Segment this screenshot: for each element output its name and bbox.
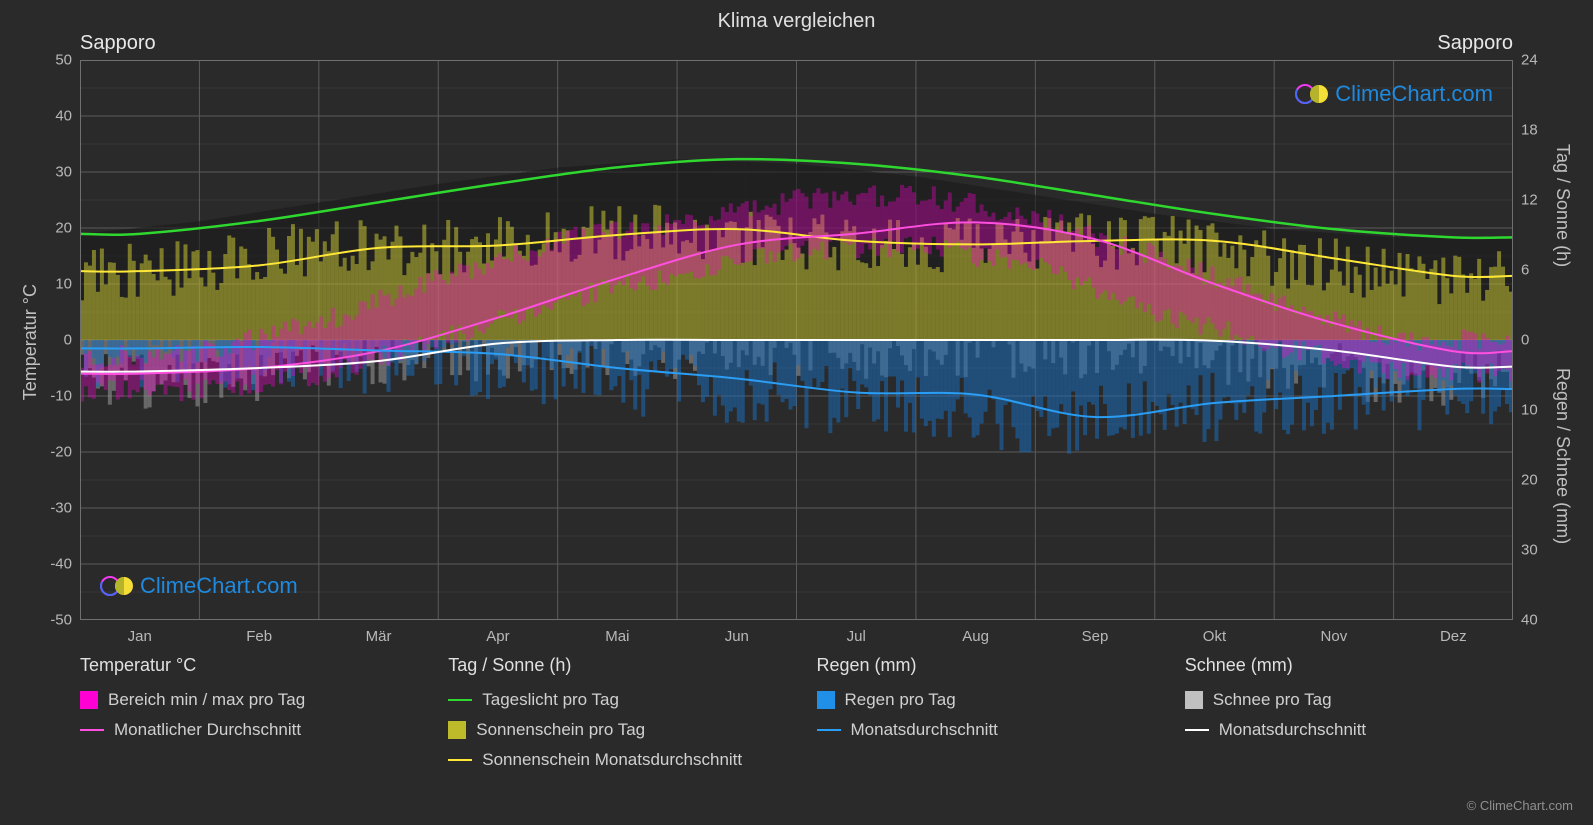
x-tick-month: Jan <box>128 620 152 645</box>
logo-icon <box>100 572 134 600</box>
legend-swatch-box <box>817 691 835 709</box>
x-tick-month: Apr <box>486 620 509 645</box>
legend-swatch-box <box>1185 691 1203 709</box>
x-tick-month: Nov <box>1321 620 1348 645</box>
legend-header: Regen (mm) <box>817 655 1145 676</box>
legend-item: Sonnenschein Monatsdurchschnitt <box>448 750 776 770</box>
y-right-tick-precip: 40 <box>1513 612 1538 629</box>
legend-swatch-line <box>448 759 472 761</box>
legend-header: Temperatur °C <box>80 655 408 676</box>
legend-item: Bereich min / max pro Tag <box>80 690 408 710</box>
legend-swatch-box <box>448 721 466 739</box>
chart-title: Klima vergleichen <box>0 0 1593 33</box>
y-left-tick: 40 <box>55 108 80 125</box>
x-tick-month: Dez <box>1440 620 1467 645</box>
y-axis-left-label: Temperatur °C <box>20 284 41 400</box>
y-left-tick: 50 <box>55 52 80 69</box>
watermark-text: ClimeChart.com <box>140 573 298 599</box>
legend-label: Sonnenschein pro Tag <box>476 720 645 740</box>
watermark-top: ClimeChart.com <box>1295 80 1493 108</box>
y-right-tick-precip: 20 <box>1513 472 1538 489</box>
x-tick-month: Jun <box>725 620 749 645</box>
legend: Temperatur °C Bereich min / max pro Tag Mo… <box>80 655 1513 780</box>
legend-item: Regen pro Tag <box>817 690 1145 710</box>
legend-swatch-line <box>448 699 472 701</box>
y-right-tick-hours: 18 <box>1513 122 1538 139</box>
x-tick-month: Sep <box>1082 620 1109 645</box>
legend-item: Monatsdurchschnitt <box>817 720 1145 740</box>
legend-swatch-box <box>80 691 98 709</box>
legend-item: Schnee pro Tag <box>1185 690 1513 710</box>
watermark-text: ClimeChart.com <box>1335 81 1493 107</box>
x-tick-month: Feb <box>246 620 272 645</box>
y-right-tick-precip: 30 <box>1513 542 1538 559</box>
logo-icon <box>1295 80 1329 108</box>
legend-col-temperature: Temperatur °C Bereich min / max pro Tag Mo… <box>80 655 408 780</box>
y-left-tick: -50 <box>50 612 80 629</box>
x-tick-month: Okt <box>1203 620 1226 645</box>
x-tick-month: Aug <box>962 620 989 645</box>
y-right-tick-hours: 12 <box>1513 192 1538 209</box>
city-label-right: Sapporo <box>1437 32 1513 55</box>
legend-label: Monatlicher Durchschnitt <box>114 720 301 740</box>
y-left-tick: -20 <box>50 444 80 461</box>
legend-swatch-line <box>1185 729 1209 731</box>
x-tick-month: Mai <box>605 620 629 645</box>
chart-plot-area: Sapporo Sapporo Temperatur °C Tag / Sonn… <box>80 60 1513 620</box>
legend-item: Monatlicher Durchschnitt <box>80 720 408 740</box>
legend-label: Regen pro Tag <box>845 690 956 710</box>
y-left-tick: 30 <box>55 164 80 181</box>
y-right-tick-hours: 24 <box>1513 52 1538 69</box>
y-left-tick: -10 <box>50 388 80 405</box>
legend-label: Bereich min / max pro Tag <box>108 690 305 710</box>
y-right-tick-precip: 10 <box>1513 402 1538 419</box>
legend-swatch-line <box>80 729 104 731</box>
chart-svg <box>80 60 1513 620</box>
legend-label: Schnee pro Tag <box>1213 690 1332 710</box>
y-right-tick-hours: 6 <box>1513 262 1529 279</box>
legend-item: Sonnenschein pro Tag <box>448 720 776 740</box>
legend-label: Monatsdurchschnitt <box>1219 720 1366 740</box>
legend-label: Sonnenschein Monatsdurchschnitt <box>482 750 742 770</box>
y-left-tick: -40 <box>50 556 80 573</box>
y-axis-right-label-precip: Regen / Schnee (mm) <box>1552 368 1573 544</box>
legend-header: Tag / Sonne (h) <box>448 655 776 676</box>
y-left-tick: 20 <box>55 220 80 237</box>
x-tick-month: Jul <box>847 620 866 645</box>
y-right-tick-hours: 0 <box>1513 332 1529 349</box>
legend-col-rain: Regen (mm) Regen pro Tag Monatsdurchschnit… <box>817 655 1145 780</box>
legend-item: Monatsdurchschnitt <box>1185 720 1513 740</box>
legend-item: Tageslicht pro Tag <box>448 690 776 710</box>
legend-label: Tageslicht pro Tag <box>482 690 619 710</box>
x-tick-month: Mär <box>366 620 392 645</box>
y-left-tick: -30 <box>50 500 80 517</box>
watermark-bottom: ClimeChart.com <box>100 572 298 600</box>
city-label-left: Sapporo <box>80 32 156 55</box>
y-left-tick: 10 <box>55 276 80 293</box>
legend-col-daylight: Tag / Sonne (h) Tageslicht pro Tag Sonnens… <box>448 655 776 780</box>
y-axis-right-label-hours: Tag / Sonne (h) <box>1552 144 1573 267</box>
y-left-tick: 0 <box>64 332 80 349</box>
legend-header: Schnee (mm) <box>1185 655 1513 676</box>
legend-col-snow: Schnee (mm) Schnee pro Tag Monatsdurchschn… <box>1185 655 1513 780</box>
legend-label: Monatsdurchschnitt <box>851 720 998 740</box>
copyright-text: © ClimeChart.com <box>1467 798 1573 813</box>
legend-swatch-line <box>817 729 841 731</box>
